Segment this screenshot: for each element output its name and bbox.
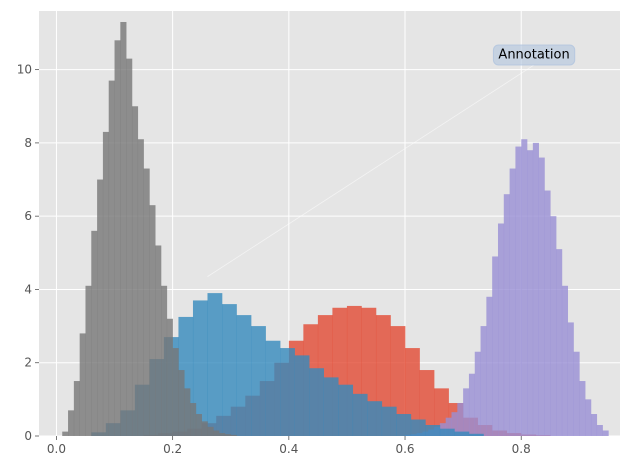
histogram-bar: [486, 296, 493, 436]
histogram-bar: [207, 293, 223, 436]
histogram-bar: [425, 425, 441, 436]
histogram-bar: [91, 230, 98, 436]
histogram-bar: [161, 285, 168, 436]
histogram-bar: [236, 315, 252, 436]
histogram-bar: [454, 431, 470, 436]
histogram-bar: [561, 285, 569, 436]
histogram-bar: [149, 205, 156, 436]
histogram-bar: [68, 410, 75, 436]
histogram-bar: [73, 381, 80, 436]
histogram-bar: [550, 216, 557, 436]
histogram-bar: [131, 106, 139, 437]
histogram-bar: [480, 326, 487, 436]
histogram-bar: [410, 419, 426, 436]
histogram-bar: [309, 368, 324, 436]
histogram-bar: [280, 348, 295, 436]
annotation-box: [492, 44, 576, 66]
annotation-arrow: [207, 64, 535, 277]
histogram-bar: [468, 433, 484, 436]
annotation-group: Annotation: [207, 44, 576, 277]
histogram-bar: [265, 340, 281, 436]
x-tick-label: 0.8: [512, 442, 531, 456]
histogram-bar: [497, 223, 505, 436]
histogram-bar: [219, 433, 226, 436]
histogram-bar: [178, 370, 185, 436]
histogram-series-4: [62, 21, 237, 437]
histogram-bar: [579, 381, 586, 436]
histogram-bar: [323, 377, 339, 436]
histogram-bar: [527, 150, 534, 437]
histogram-bar: [102, 131, 110, 437]
y-tick-label: 0: [24, 429, 32, 443]
histogram-bar: [192, 300, 208, 436]
histogram-bar: [172, 348, 179, 436]
histogram-bar: [556, 249, 563, 436]
histogram-bar: [463, 388, 470, 436]
histogram-bar: [114, 40, 121, 437]
histogram-bar: [213, 430, 220, 436]
x-tick-label: 0.2: [163, 442, 182, 456]
histogram-bar: [538, 157, 545, 436]
y-tick-label: 4: [24, 282, 32, 296]
y-tick-label: 6: [24, 209, 32, 223]
y-tick-label: 2: [24, 356, 32, 370]
histogram-bar: [503, 194, 510, 436]
histogram-bar: [62, 431, 69, 436]
histogram-bar: [143, 168, 150, 437]
y-tick-label: 8: [24, 136, 32, 150]
x-tick-label: 0.4: [279, 442, 298, 456]
histogram-bar: [532, 142, 539, 436]
histogram-bar: [352, 393, 368, 436]
histogram-bar: [439, 428, 455, 436]
histogram-bar: [195, 414, 202, 436]
histogram-bar: [457, 403, 464, 436]
histogram-bar: [585, 399, 592, 436]
histogram-bar: [492, 256, 499, 436]
histogram-bar: [224, 434, 232, 436]
histogram-bar: [190, 403, 197, 436]
histogram-bar: [509, 168, 516, 437]
histogram-bar: [230, 434, 237, 436]
histogram-bar: [338, 384, 354, 436]
x-tick-label: 0.6: [395, 442, 414, 456]
histogram-bar: [201, 421, 208, 436]
histogram-bar: [367, 401, 383, 436]
histogram-bar: [294, 355, 310, 436]
histogram-bar: [396, 414, 412, 436]
histogram-bar: [567, 322, 574, 436]
histogram-bar: [166, 318, 173, 436]
histogram-bar: [108, 80, 115, 437]
histogram-bar: [222, 304, 237, 436]
annotation-label: Annotation: [498, 47, 569, 62]
histogram-bar: [85, 285, 92, 436]
histogram-bar: [590, 414, 598, 436]
histogram-bar: [474, 351, 481, 436]
histogram-bar: [155, 245, 162, 436]
histogram-bar: [251, 326, 266, 436]
histogram-bar: [468, 373, 476, 436]
histogram-bar: [596, 425, 603, 436]
histogram-bar: [79, 333, 86, 436]
x-tick-label: 0.0: [47, 442, 66, 456]
histogram-bar: [207, 426, 214, 436]
histogram-bar: [137, 139, 144, 436]
histogram-bar: [573, 351, 580, 436]
histogram-series-2: [405, 139, 609, 437]
histogram-bar: [544, 190, 551, 436]
histogram-bar: [184, 388, 191, 436]
histogram-bar: [451, 412, 458, 436]
y-tick-label: 10: [17, 63, 32, 77]
histogram-bar: [515, 146, 522, 436]
histogram-bar: [120, 21, 127, 436]
histogram-bar: [445, 417, 452, 436]
histogram-bars: [62, 21, 609, 437]
axis-ticks: 0.0 0.2 0.4 0.6 0.8 0 2 4 6 8 10: [17, 63, 531, 456]
histogram-bar: [602, 430, 609, 436]
histogram-bar: [126, 58, 133, 437]
histogram-bar: [521, 139, 528, 436]
histogram-bar: [97, 179, 104, 436]
histogram-bar: [381, 406, 397, 436]
